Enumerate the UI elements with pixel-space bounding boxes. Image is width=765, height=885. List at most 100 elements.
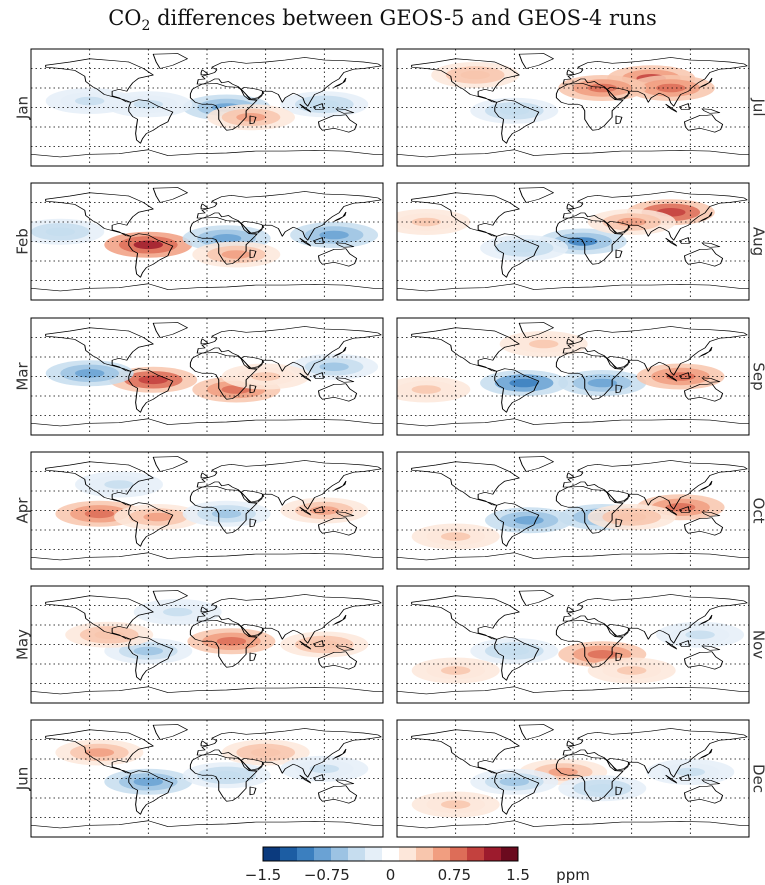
anomaly-blob [133,240,163,250]
map-panel-may [30,585,384,704]
anomaly-blob [163,607,193,617]
map-panel-aug [396,182,750,301]
anomaly-blob [221,250,251,259]
anomaly-blob [211,771,242,780]
colorbar-swatch [399,847,417,861]
anomaly-blob [617,666,647,675]
month-label-jan: Jan [14,96,32,120]
map-gridlines [31,586,383,703]
month-label-aug: Aug [750,227,765,256]
anomaly-blob [84,748,115,757]
anomaly-blob [75,96,105,106]
colorbar-swatch [433,847,451,861]
anomaly-blob [211,234,242,243]
colorbar-swatch [484,847,502,861]
map-gridlines [31,452,383,569]
anomaly-blob [656,83,686,93]
anomaly-blob [236,113,266,122]
map-gridlines [397,318,749,435]
colorbar-swatch [280,847,298,861]
colorbar-swatch [331,847,349,861]
map-panel-feb [30,182,384,301]
map-frame [30,182,384,301]
anomaly-blob [675,767,705,777]
colorbar-ticks: −1.5 −0.75 0 0.75 1.5 ppm [245,866,590,884]
anomaly-blob [441,800,471,809]
map-panel-mar [30,317,384,436]
title-prefix: CO [108,6,142,30]
month-label-jun: Jun [14,767,32,791]
map-frame [30,719,384,838]
chart-title: CO2 differences between GEOS-5 and GEOS-… [0,6,765,34]
anomaly-blob [441,532,471,541]
anomaly-blob [138,375,168,385]
month-label-dec: Dec [750,764,765,793]
map-frame [396,317,750,436]
map-frame [30,451,384,570]
map-gridlines [397,586,749,703]
anomaly-blob [587,83,617,93]
map-gridlines [397,183,749,300]
map-frame [396,182,750,301]
map-frame [30,585,384,704]
map-gridlines [31,720,383,837]
anomaly-blob [548,767,578,777]
colorbar-tick-label: −1.5 [245,866,281,884]
map-frame [30,317,384,436]
map-panel-apr [30,451,384,570]
colorbar-unit: ppm [556,866,590,884]
map-gridlines [31,318,383,435]
map-panel-sep [396,317,750,436]
anomaly-blob [665,503,696,512]
month-label-nov: Nov [750,630,765,659]
anomaly-blob [509,378,539,388]
title-subscript: 2 [141,18,151,35]
colorbar-swatch [450,847,468,861]
map-gridlines [31,183,383,300]
colorbar-swatch [467,847,485,861]
map-frame [396,719,750,838]
map-frame [396,451,750,570]
map-gridlines [397,720,749,837]
anomaly-blob [460,70,490,80]
anomaly-blob [499,106,529,116]
map-frame [396,585,750,704]
month-label-may: May [14,629,32,660]
colorbar-swatch [263,847,281,861]
colorbar-swatch [314,847,332,861]
anomaly-blob [143,512,173,522]
colorbar-tick-label: −0.75 [304,866,350,884]
map-frame [396,48,750,167]
colorbar-frame [262,846,519,862]
anomaly-blob [499,646,529,656]
anomaly-blob [216,637,247,646]
anomaly-blob [509,243,539,253]
anomaly-blob [133,646,163,656]
colorbar: −1.5 −0.75 0 0.75 1.5 ppm [245,846,590,884]
month-label-oct: Oct [750,498,765,524]
map-panel-jan [30,48,384,167]
anomaly-blob [94,630,124,640]
colorbar-tick-label: 0.75 [438,866,471,884]
anomaly-blob [411,217,441,227]
map-panel-jul [396,48,750,167]
map-gridlines [397,452,749,569]
anomaly-blob [45,227,75,237]
map-frame [30,48,384,167]
anomaly-blob [587,378,617,388]
anomaly-blob [685,630,715,640]
colorbar-swatch [382,847,400,861]
colorbar-swatch [297,847,315,861]
anomaly-blob [104,480,134,489]
map-panel-nov [396,585,750,704]
month-label-feb: Feb [14,228,32,255]
anomaly-blob [133,777,163,787]
anomaly-blob [529,339,559,349]
anomaly-blob [84,509,115,519]
colorbar-swatch [348,847,366,861]
anomaly-blob [441,666,471,675]
anomaly-blob [499,777,529,787]
map-panel-dec [396,719,750,838]
colorbar-tick-label: 1.5 [506,866,530,884]
